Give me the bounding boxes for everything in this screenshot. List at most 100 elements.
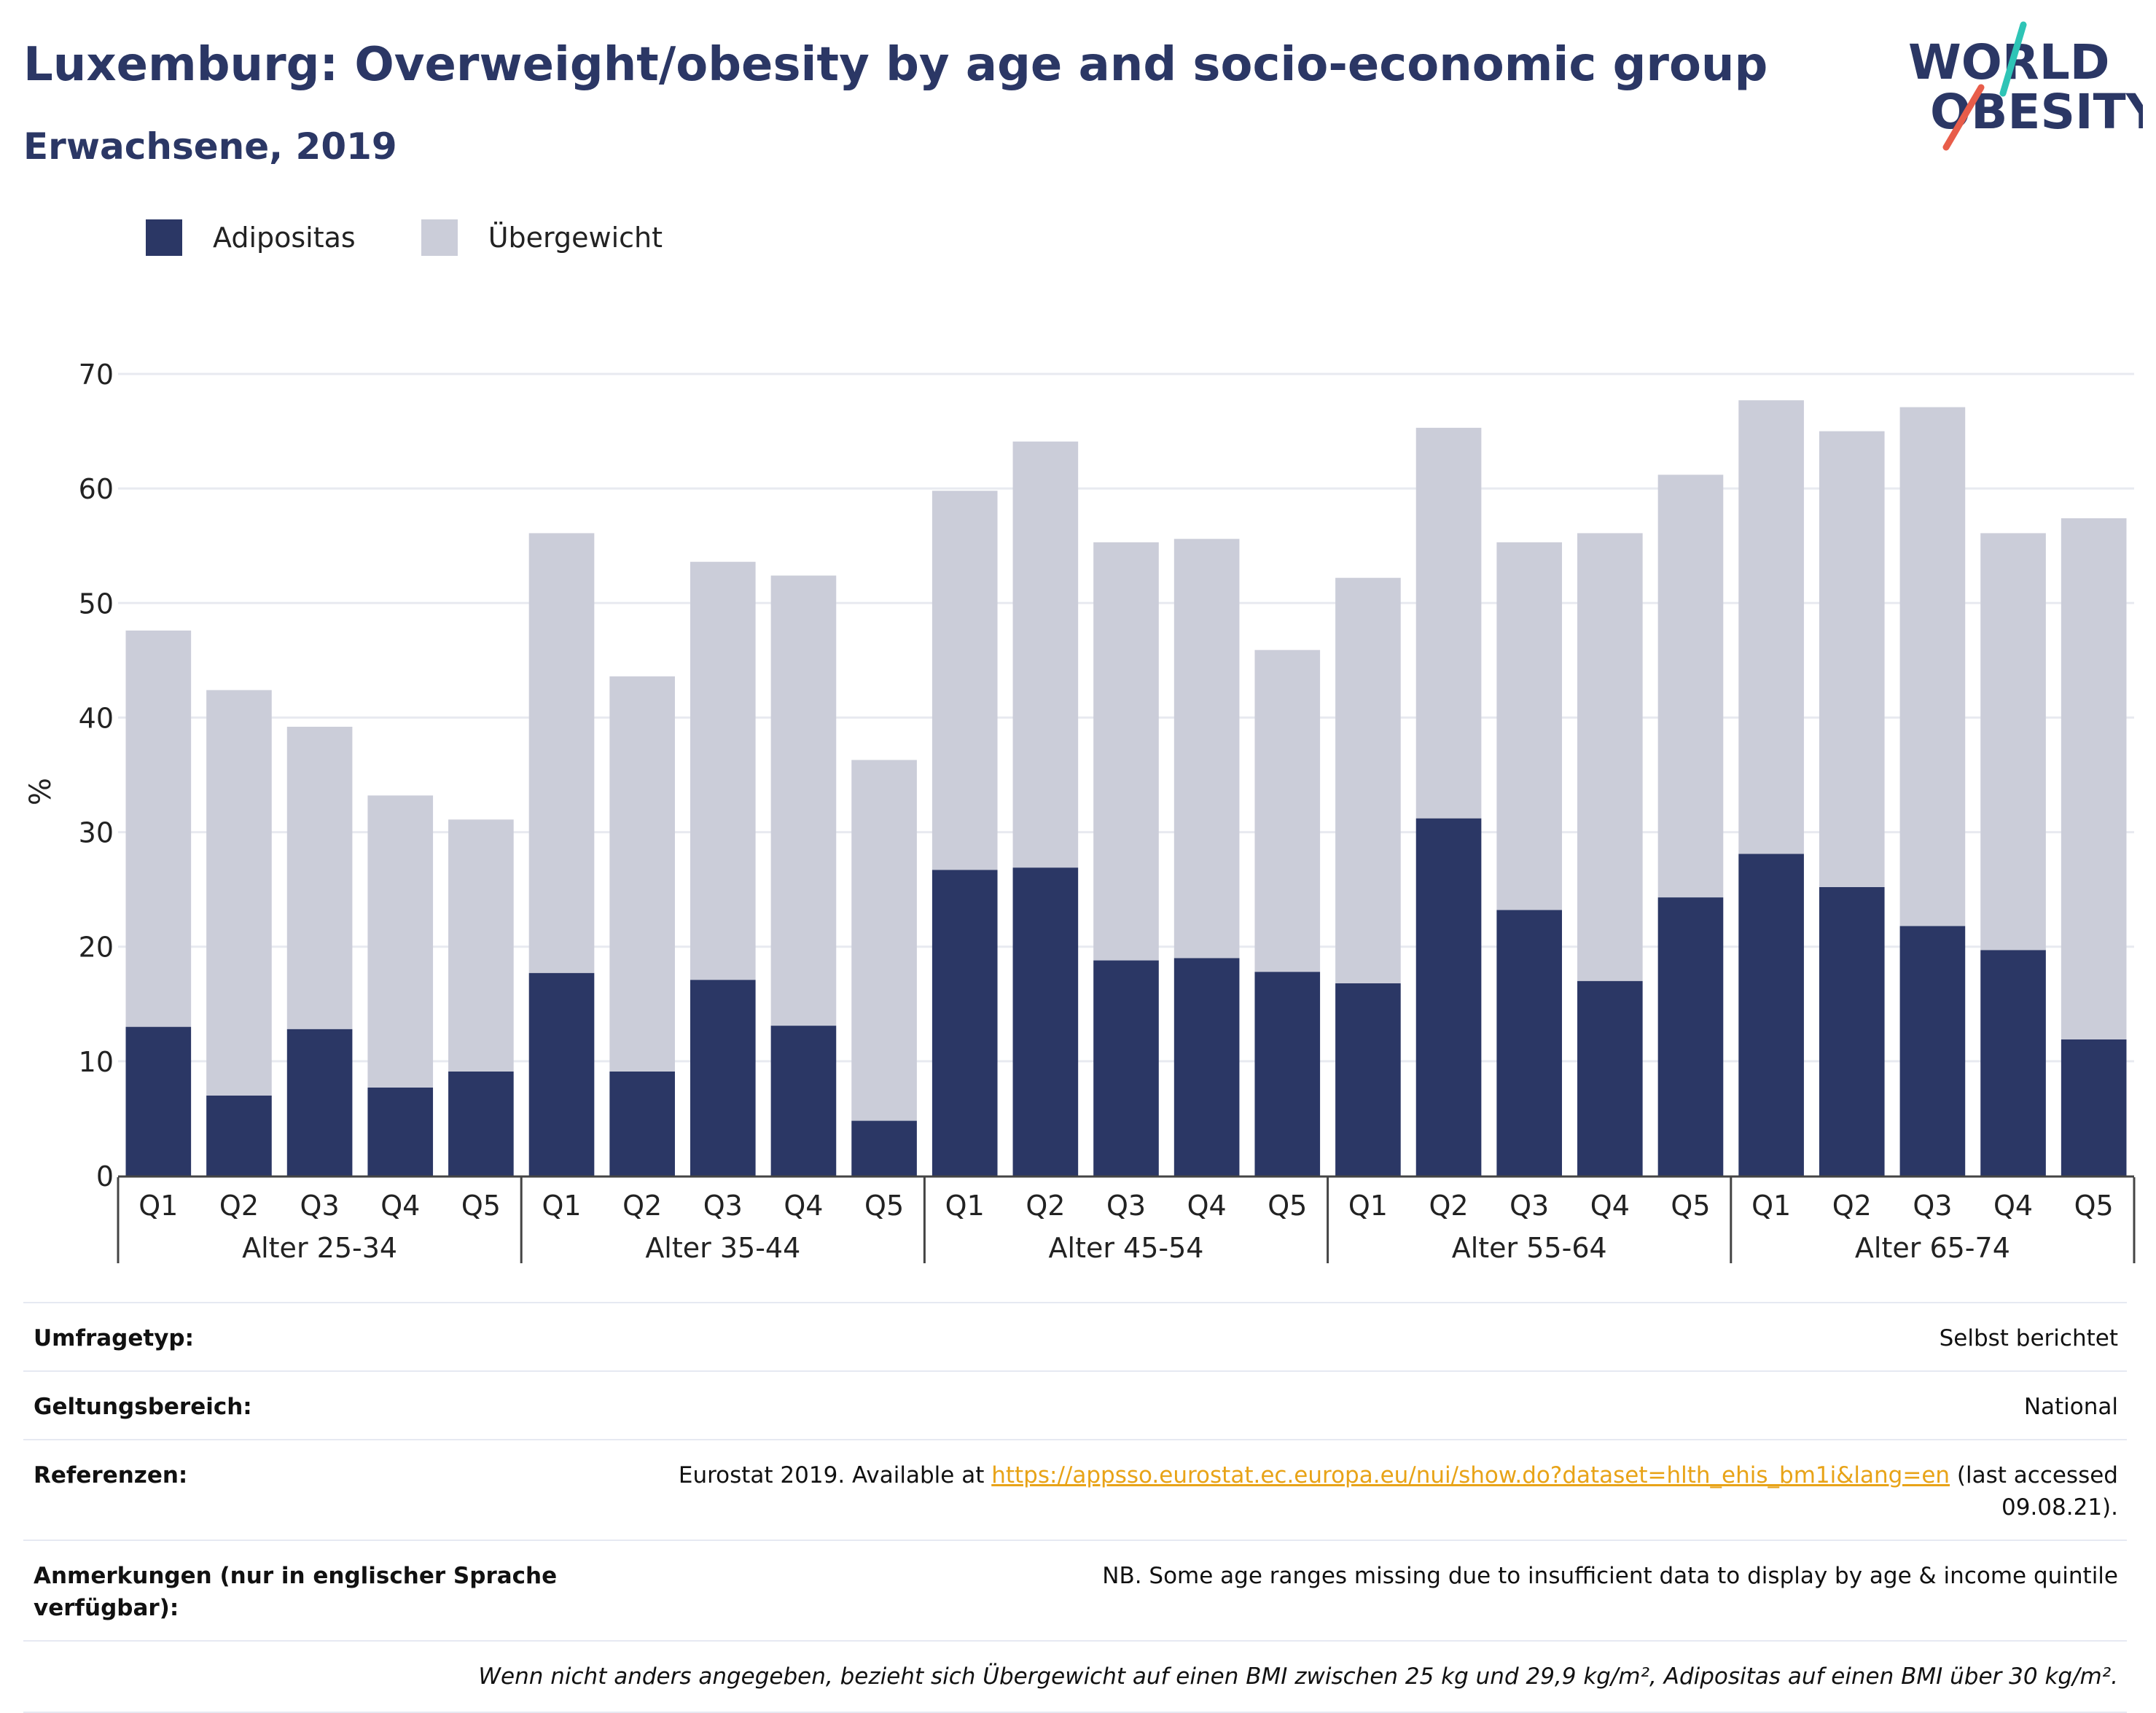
x-group-label: Alter 55-64	[1452, 1232, 1607, 1264]
axes	[117, 1175, 2136, 1263]
info-value: Eurostat 2019. Available at https://apps…	[624, 1459, 2118, 1523]
info-row-notes: Anmerkungen (nur in englischer Sprache v…	[23, 1540, 2127, 1640]
chart-subtitle: Erwachsene, 2019	[23, 125, 397, 168]
bar-overweight	[1093, 542, 1159, 961]
bar-obesity	[1980, 950, 2046, 1176]
logo-text-obesity: OBESITY	[1930, 84, 2143, 140]
y-tick-label: 10	[79, 1046, 114, 1078]
x-group-label: Alter 65-74	[1855, 1232, 2010, 1264]
x-tick-label: Q1	[945, 1190, 985, 1222]
bar-obesity	[1173, 958, 1240, 1176]
stacked-bar-chart: 0 10 20 30 40 50 60 70 Q1 Q2 Q3 Q4 Q5 Q1 Q2 Q3 Q4 Q5 Q1 Q2…	[79, 359, 2136, 1264]
x-tick-label: Q2	[1026, 1190, 1065, 1222]
x-group-label: Alter 25-34	[242, 1232, 397, 1264]
bar-obesity	[1254, 972, 1321, 1176]
x-tick-label: Q1	[542, 1190, 581, 1222]
y-tick-label: 60	[79, 473, 114, 505]
x-tick-labels: Q1 Q2 Q3 Q4 Q5 Q1 Q2 Q3 Q4 Q5 Q1 Q2 Q3 Q4 Q5 Q1 Q2 Q3 Q4 Q5…	[138, 1190, 2113, 1264]
bar-overweight	[206, 690, 272, 1096]
x-tick-label: Q1	[1348, 1190, 1388, 1222]
x-tick-label: Q5	[2074, 1190, 2114, 1222]
bar-obesity	[609, 1072, 675, 1176]
y-tick-label: 20	[79, 932, 114, 964]
bar-obesity	[690, 980, 756, 1176]
x-group-label: Alter 35-44	[645, 1232, 800, 1264]
bar-overweight	[851, 760, 917, 1121]
x-tick-label: Q4	[1993, 1190, 2033, 1222]
x-tick-label: Q2	[622, 1190, 662, 1222]
bar-obesity	[125, 1026, 192, 1176]
x-tick-label: Q2	[1832, 1190, 1872, 1222]
x-tick-label: Q4	[784, 1190, 823, 1222]
legend-swatch-overweight[interactable]	[421, 219, 458, 256]
y-tick-labels: 0 10 20 30 40 50 60 70	[79, 359, 114, 1193]
x-tick-label: Q3	[1106, 1190, 1146, 1222]
bar-obesity	[1657, 897, 1724, 1176]
bar-obesity	[448, 1072, 514, 1176]
x-tick-label: Q5	[864, 1190, 904, 1222]
y-tick-label: 40	[79, 702, 114, 734]
bar-overweight	[931, 491, 998, 870]
y-tick-label: 70	[79, 359, 114, 391]
logo-slash-teal	[1999, 21, 2027, 97]
bar-obesity	[286, 1029, 353, 1176]
y-tick-label: 30	[79, 817, 114, 849]
bar-overweight	[690, 561, 756, 980]
info-value: NB. Some age ranges missing due to insuf…	[1102, 1563, 2118, 1589]
bar-overweight	[1577, 533, 1643, 981]
chart-legend: Adipositas Übergewicht	[146, 216, 728, 260]
bar-obesity	[1496, 910, 1563, 1176]
bar-overweight	[609, 676, 675, 1072]
bar-overweight	[1012, 441, 1079, 868]
world-obesity-logo: WORLD OBESITY	[1908, 21, 2143, 151]
x-tick-label: Q2	[219, 1190, 259, 1222]
x-tick-label: Q3	[1509, 1190, 1549, 1222]
x-tick-label: Q1	[138, 1190, 178, 1222]
info-label: Geltungsbereich:	[34, 1394, 252, 1420]
bar-overweight	[528, 533, 595, 973]
bar-obesity	[1819, 887, 1885, 1176]
y-tick-label: 50	[79, 588, 114, 620]
info-table: Umfragetyp: Selbst berichtet Geltungsber…	[23, 1302, 2127, 1713]
x-tick-label: Q5	[1671, 1190, 1710, 1222]
bar-overweight	[1738, 400, 1804, 854]
x-tick-label: Q3	[703, 1190, 743, 1222]
info-row-references: Referenzen: Eurostat 2019. Available at …	[23, 1439, 2127, 1540]
bar-obesity	[2061, 1039, 2127, 1176]
bar-overweight	[2061, 518, 2127, 1039]
bar-overweight	[367, 795, 434, 1088]
bar-obesity	[851, 1120, 917, 1176]
legend-label-overweight[interactable]: Übergewicht	[488, 222, 663, 254]
legend-label-obesity[interactable]: Adipositas	[213, 222, 356, 254]
bar-obesity	[770, 1026, 837, 1176]
bar-obesity	[1012, 867, 1079, 1176]
info-row-survey-type: Umfragetyp: Selbst berichtet	[23, 1302, 2127, 1370]
bar-obesity	[931, 870, 998, 1176]
bar-overweight	[1254, 649, 1321, 972]
reference-link[interactable]: https://appsso.eurostat.ec.europa.eu/nui…	[991, 1462, 1950, 1488]
legend-swatch-obesity[interactable]	[146, 219, 182, 256]
x-tick-label: Q5	[1268, 1190, 1307, 1222]
bar-obesity	[1577, 980, 1643, 1176]
info-label: Anmerkungen (nur in englischer Sprache v…	[34, 1563, 558, 1621]
bar-obesity	[1415, 818, 1482, 1176]
bar-obesity	[1899, 926, 1966, 1176]
bar-obesity	[1738, 854, 1804, 1176]
x-tick-label: Q1	[1751, 1190, 1791, 1222]
bar-obesity	[528, 972, 595, 1176]
bar-overweight	[1657, 475, 1724, 898]
x-tick-label: Q4	[380, 1190, 420, 1222]
info-value: National	[2023, 1394, 2118, 1420]
bar-overweight	[1899, 407, 1966, 926]
bar-overweight	[448, 819, 514, 1072]
x-tick-label: Q2	[1429, 1190, 1469, 1222]
info-row-scope: Geltungsbereich: National	[23, 1370, 2127, 1439]
bar-overweight	[1980, 533, 2046, 951]
bar-overweight	[125, 631, 192, 1027]
bar-obesity	[1335, 983, 1401, 1176]
info-label: Umfragetyp:	[34, 1325, 194, 1351]
x-tick-label: Q4	[1187, 1190, 1227, 1222]
bar-overweight	[1819, 431, 1885, 887]
bar-overweight	[1173, 539, 1240, 959]
x-tick-label: Q3	[1913, 1190, 1952, 1222]
